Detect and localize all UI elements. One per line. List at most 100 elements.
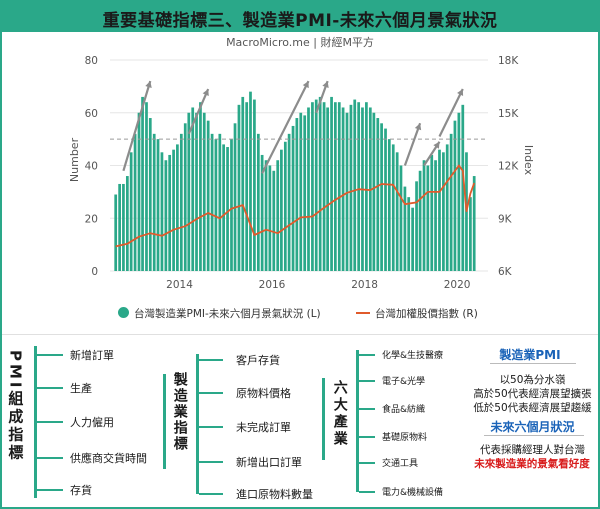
pmi-bar — [164, 160, 168, 271]
y-tick-label-right: 6K — [498, 266, 513, 278]
industry-bracket-bar — [356, 350, 359, 492]
info-outlook-heading: 未來六個月狀況 — [490, 420, 575, 434]
y-tick-label-left: 40 — [85, 161, 98, 173]
pmi-bar — [249, 91, 252, 272]
pmi-connector-1 — [37, 354, 63, 356]
pmi-bar — [403, 186, 407, 271]
pmi-components-diagram: PMI組成指標 新增訂單 生產 人力僱用 供應商交貨時間 存貨 製造業指標 客戶… — [0, 336, 600, 509]
pmi-bar — [176, 144, 179, 271]
pmi-bracket-bar — [34, 346, 37, 498]
trend-arrow-shaft — [261, 80, 310, 174]
y-axis-label-right: Index — [522, 145, 535, 176]
taiex-line — [115, 164, 476, 248]
pmi-bar — [434, 160, 437, 271]
mfg-item-5: 進口原物料數量 — [236, 488, 313, 501]
pmi-item-2: 生產 — [70, 382, 92, 395]
trend-arrow-head — [457, 89, 464, 97]
industry-item-4: 基礎原物料 — [382, 433, 428, 443]
industry-item-3: 食品&紡織 — [382, 405, 426, 415]
y-tick-label-left: 0 — [91, 266, 98, 278]
section-divider — [2, 334, 598, 335]
pmi-bar — [152, 133, 156, 271]
mfg-indicators-label: 製造業指標 — [168, 372, 190, 458]
mfg-item-3: 未完成訂單 — [236, 421, 291, 434]
page-title: 重要基礎指標三、製造業PMI-未來六個月景氣狀況 — [102, 11, 498, 31]
pmi-bar — [299, 112, 303, 271]
industry-connector-2 — [359, 380, 375, 382]
pmi-bar — [365, 102, 368, 271]
pmi-bar — [206, 120, 210, 271]
pmi-bar — [330, 96, 333, 271]
pmi-bar — [445, 144, 449, 271]
pmi-components-label: PMI組成指標 — [4, 350, 26, 467]
trend-arrow-head — [145, 81, 152, 88]
pmi-item-4: 供應商交貨時間 — [70, 452, 147, 465]
pmi-bar — [287, 133, 291, 271]
legend-label-taiex: 台灣加權股價指數 (R) — [375, 308, 478, 320]
pmi-bar — [407, 197, 411, 271]
trend-arrow-head — [433, 141, 440, 149]
pmi-bar — [295, 118, 299, 272]
pmi-bar — [256, 133, 260, 271]
y-tick-label-right: 18K — [498, 55, 519, 67]
trend-arrow-shaft — [403, 122, 422, 166]
pmi-bar — [376, 118, 380, 272]
pmi-bar — [280, 149, 283, 271]
pmi-connector-4 — [37, 457, 63, 459]
mfg-item-1: 客戶存貨 — [236, 354, 280, 367]
pmi-bar — [380, 123, 383, 271]
pmi-components-label-text: PMI組成指標 — [6, 350, 25, 463]
pmi-chart: MacroMicro.me | 財經M平方 0 20 40 60 80 6K 9K 12K 15… — [68, 35, 535, 291]
pmi-bar — [137, 112, 141, 271]
mfg-left-bar — [163, 374, 166, 469]
pmi-bar — [237, 104, 241, 272]
pmi-bar — [195, 112, 198, 271]
pmi-bar — [469, 197, 472, 271]
pmi-bar — [395, 152, 399, 271]
pmi-bar — [311, 102, 314, 271]
pmi-bar — [457, 112, 461, 271]
pmi-bar — [399, 165, 403, 271]
info-pmi-line-3: 低於50代表經濟展望趨緩 — [473, 402, 592, 414]
pmi-bar — [422, 160, 426, 271]
legend-swatch-taiex — [356, 312, 370, 314]
pmi-bar — [372, 112, 376, 271]
trend-arrow-head — [414, 123, 422, 131]
legend-item-taiex: 台灣加權股價指數 (R) — [356, 306, 478, 321]
pmi-bar — [118, 183, 121, 271]
industry-item-6: 電力&機械設備 — [382, 488, 444, 498]
industry-item-5: 交通工具 — [382, 459, 419, 469]
pmi-bar — [411, 207, 414, 271]
pmi-bar — [276, 160, 280, 271]
pmi-bar — [241, 96, 245, 271]
pmi-bar — [291, 125, 295, 271]
industry-connector-3 — [359, 408, 375, 410]
info-outlook-heading-underline — [484, 435, 584, 436]
pmi-bar — [272, 170, 276, 271]
pmi-bar — [260, 154, 264, 271]
y-tick-label-right: 15K — [498, 108, 519, 120]
info-pmi-line-2: 高於50代表經濟展望擴張 — [473, 388, 592, 400]
trend-arrow-shaft — [438, 88, 464, 137]
pmi-bar — [199, 102, 202, 271]
info-pmi-line-1: 以50為分水嶺 — [499, 374, 566, 386]
pmi-bar — [384, 128, 387, 271]
industry-connector-5 — [359, 462, 375, 464]
pmi-bar — [210, 133, 214, 271]
mfg-item-2: 原物料價格 — [236, 387, 291, 400]
mfg-item-4: 新增出口訂單 — [236, 456, 302, 469]
pmi-bar — [253, 99, 256, 271]
industry-left-bar — [322, 378, 325, 460]
pmi-item-1: 新增訂單 — [70, 349, 114, 362]
pmi-bar — [357, 102, 361, 271]
pmi-bar — [172, 149, 175, 271]
chart-source: MacroMicro.me | 財經M平方 — [226, 35, 374, 49]
y-tick-label-left: 80 — [85, 55, 98, 67]
x-tick-label: 2014 — [166, 279, 193, 291]
trend-arrow-head — [322, 81, 329, 89]
pmi-bar — [314, 99, 318, 271]
industry-item-2: 電子&光學 — [382, 377, 426, 387]
pmi-bar — [337, 102, 341, 271]
x-tick-label: 2018 — [351, 279, 378, 291]
pmi-bar — [191, 107, 195, 271]
